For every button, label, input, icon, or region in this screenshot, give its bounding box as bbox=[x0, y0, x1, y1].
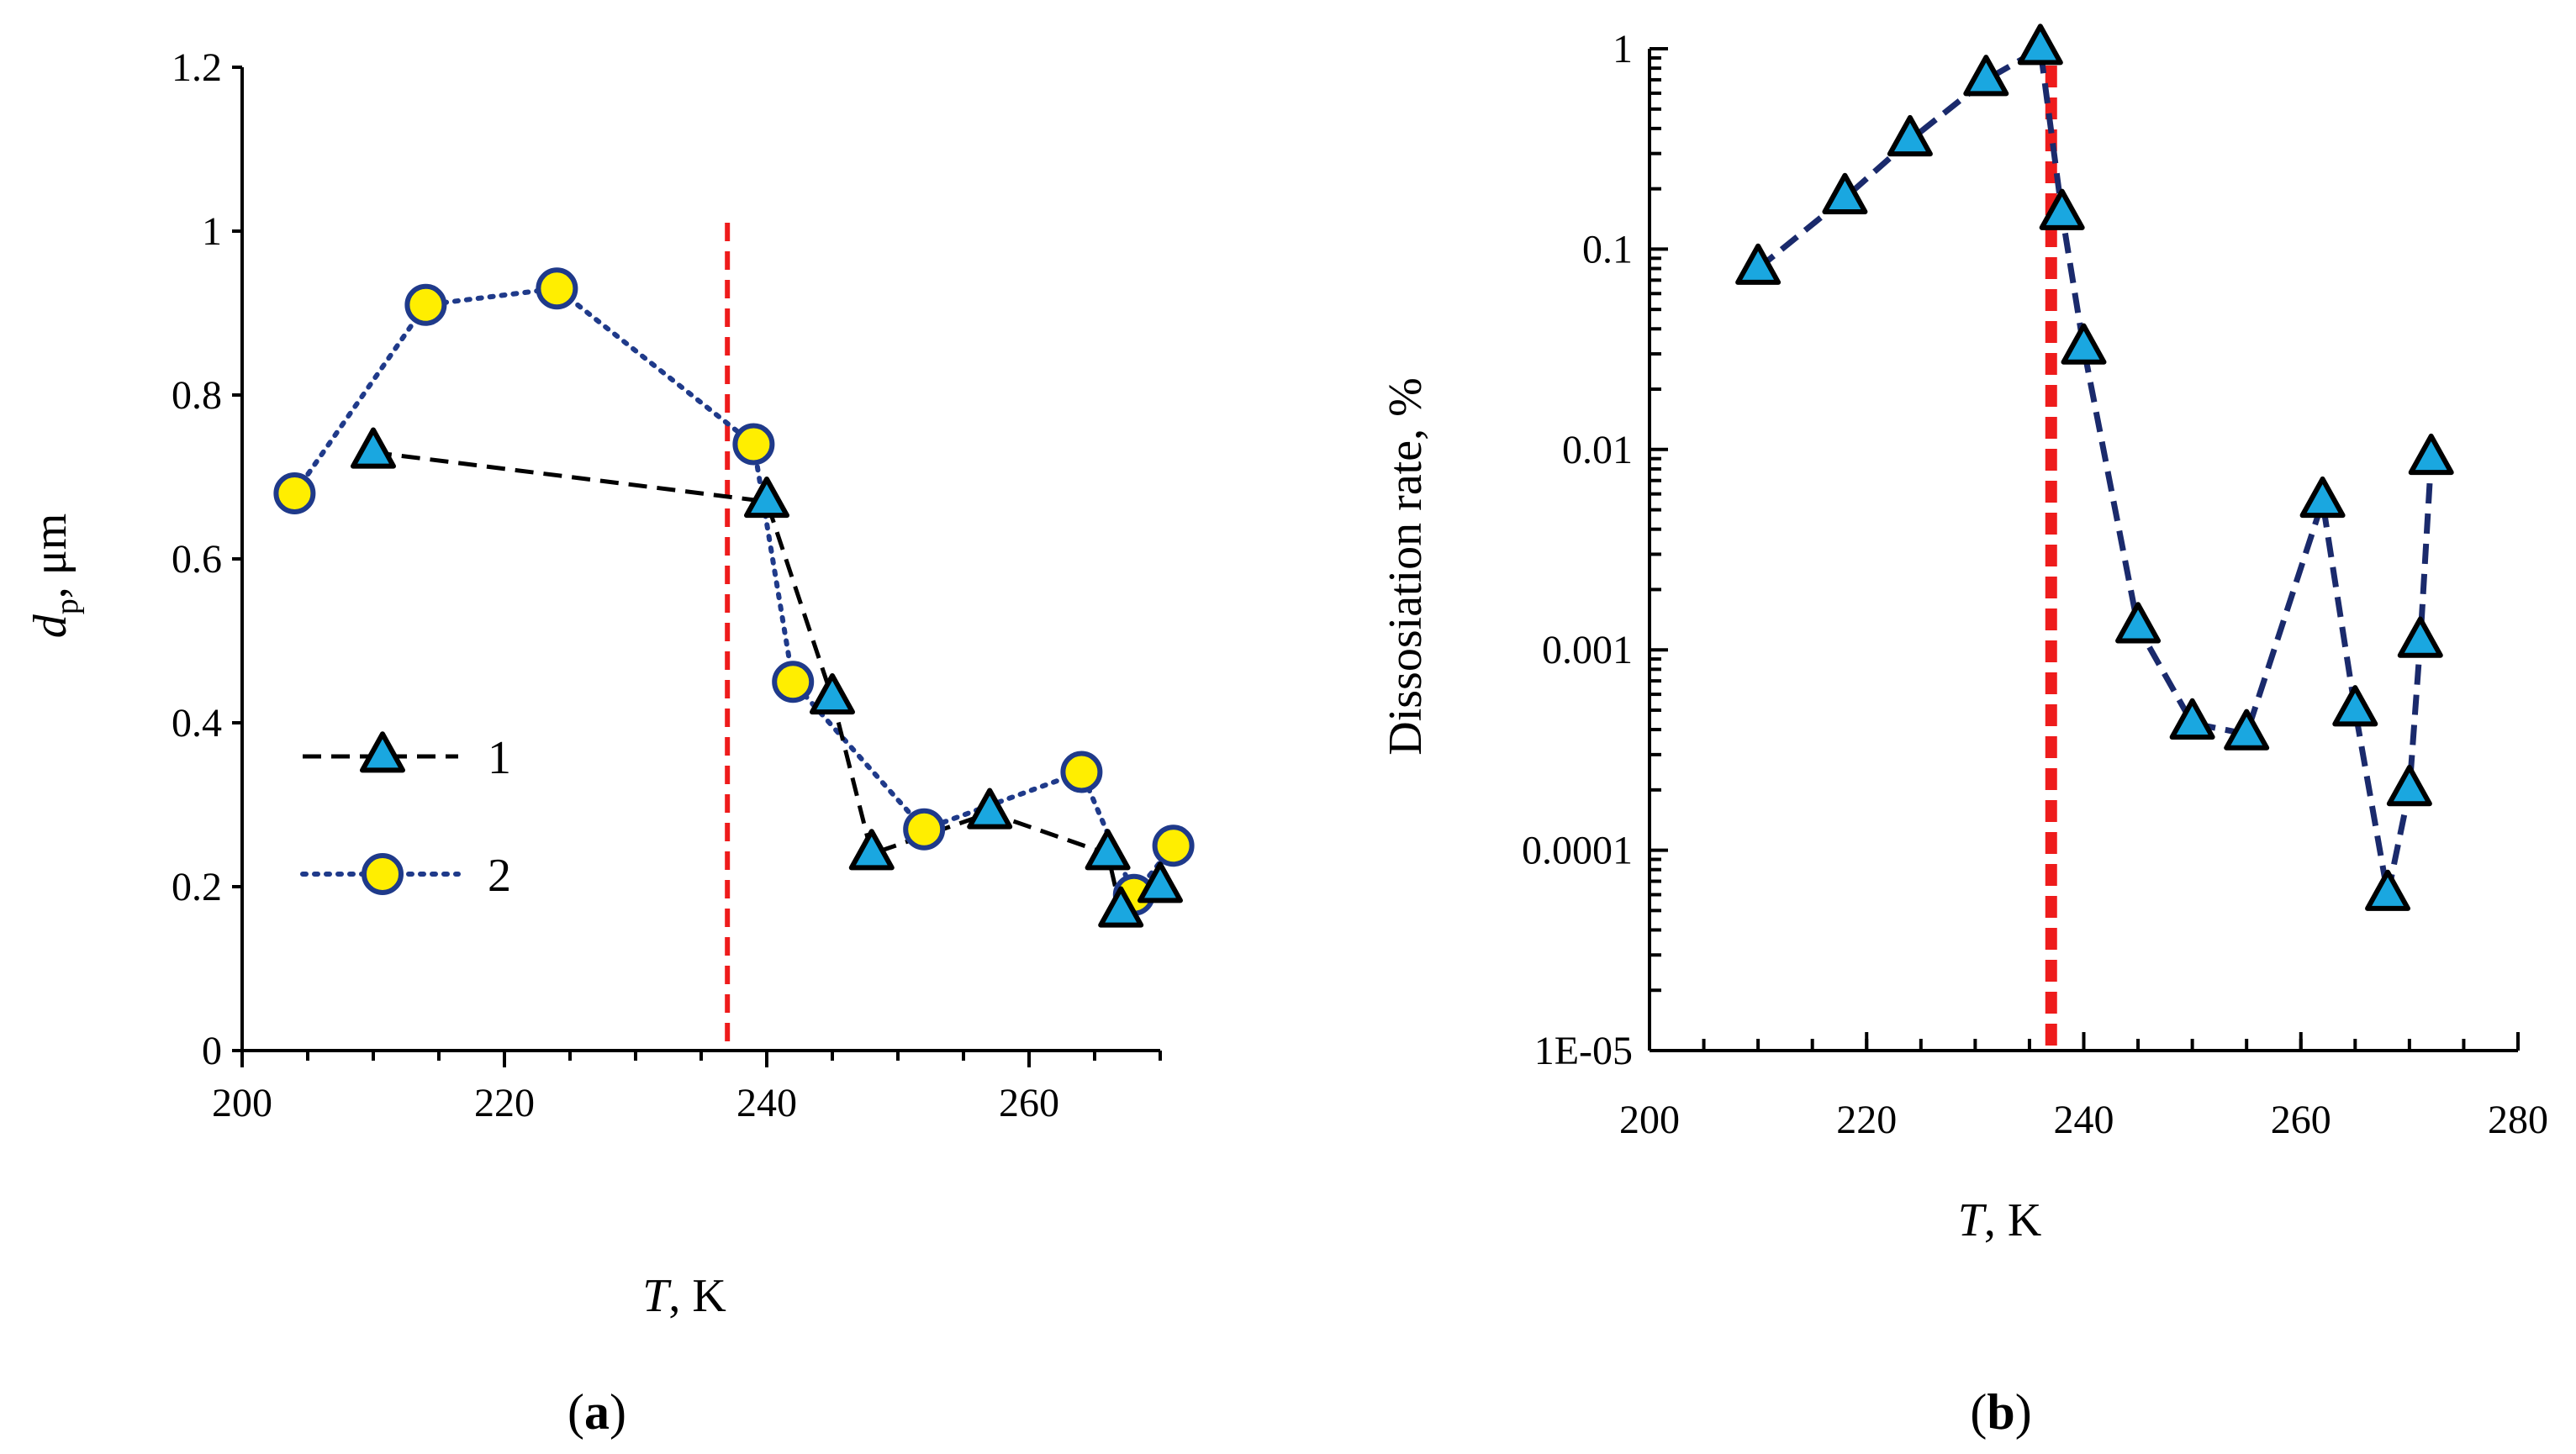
y-tick-label: 0.6 bbox=[172, 537, 222, 582]
y-tick-label: 1E-05 bbox=[1534, 1029, 1633, 1073]
y-tick-label: 1.2 bbox=[172, 45, 222, 90]
series-point bbox=[2017, 24, 2063, 66]
y-tick-label: 0.01 bbox=[1562, 428, 1633, 472]
x-tick-label: 240 bbox=[736, 1081, 797, 1125]
x-axis-label: T, K bbox=[1958, 1194, 2042, 1246]
y-tick-label: 0.001 bbox=[1542, 628, 1633, 672]
x-tick-label: 220 bbox=[1836, 1098, 1897, 1142]
series-2-point bbox=[536, 267, 578, 310]
legend-1-label: 1 bbox=[488, 732, 511, 784]
series-point bbox=[2039, 188, 2085, 230]
series-2-point bbox=[732, 423, 775, 466]
y-tick-label: 1 bbox=[202, 209, 222, 254]
y-axis-label: dp, μm bbox=[24, 514, 85, 639]
y-tick-label: 0.4 bbox=[172, 701, 222, 745]
series-1-point bbox=[1098, 886, 1144, 928]
x-tick-label: 260 bbox=[999, 1081, 1059, 1125]
series-point bbox=[2365, 869, 2411, 911]
y-tick-label: 0.0001 bbox=[1522, 829, 1633, 873]
y-tick-label: 0 bbox=[202, 1029, 222, 1073]
legend: 12 bbox=[300, 731, 511, 902]
series-point bbox=[1735, 243, 1782, 285]
y-tick-label: 0.1 bbox=[1582, 227, 1633, 271]
legend-2-label: 2 bbox=[488, 850, 511, 902]
series-point bbox=[2397, 616, 2443, 658]
panel-b-label: (b) bbox=[1970, 1384, 2031, 1440]
legend-1-marker bbox=[360, 731, 405, 773]
series-2-point bbox=[1152, 824, 1195, 867]
series-1-point bbox=[810, 672, 855, 715]
series-2-point bbox=[273, 472, 316, 514]
x-axis-label: T, K bbox=[642, 1270, 726, 1322]
series-point bbox=[2408, 433, 2454, 476]
series-point bbox=[2169, 698, 2215, 740]
series-point bbox=[1822, 172, 1868, 214]
series-point bbox=[2299, 476, 2346, 519]
y-tick-label: 0.8 bbox=[172, 373, 222, 418]
x-tick-label: 240 bbox=[2054, 1098, 2114, 1142]
series-1-point bbox=[1085, 829, 1131, 871]
series-point bbox=[2061, 323, 2107, 365]
series-line bbox=[1755, 45, 2435, 898]
series-2-line bbox=[292, 286, 1176, 900]
x-tick-label: 260 bbox=[2271, 1098, 2331, 1142]
series-2-point bbox=[1060, 751, 1103, 793]
x-tick-label: 220 bbox=[474, 1081, 535, 1125]
x-tick-label: 200 bbox=[212, 1081, 272, 1125]
series-1-line bbox=[372, 450, 1162, 915]
x-tick-label: 200 bbox=[1619, 1098, 1680, 1142]
series-1-point bbox=[351, 427, 396, 469]
series-point bbox=[2115, 602, 2162, 644]
panel-a-label: (a) bbox=[567, 1384, 626, 1440]
series-1-point bbox=[848, 829, 895, 871]
y-tick-label: 0.2 bbox=[172, 865, 222, 909]
series-point bbox=[1887, 114, 1933, 157]
series-1-point bbox=[1138, 861, 1183, 903]
y-tick-label: 1 bbox=[1613, 27, 1633, 71]
series-point bbox=[2386, 765, 2432, 807]
series-point bbox=[1963, 55, 2009, 97]
series-2-point bbox=[903, 808, 946, 851]
series-2-point bbox=[772, 661, 815, 703]
x-tick-label: 280 bbox=[2488, 1098, 2548, 1142]
y-axis-label: Dissosiation rate, % bbox=[1380, 377, 1432, 755]
series-1-point bbox=[967, 788, 1013, 830]
series-point bbox=[2224, 709, 2270, 751]
series-2-point bbox=[404, 283, 447, 326]
legend-2-marker bbox=[362, 853, 404, 895]
panel-b-chart: 1E-05 0.0001 0.001 0.01 0.1 1 200 220 240 260 280 T… bbox=[1380, 24, 2548, 1440]
series-point bbox=[2332, 685, 2378, 727]
series-1-point bbox=[744, 476, 789, 519]
